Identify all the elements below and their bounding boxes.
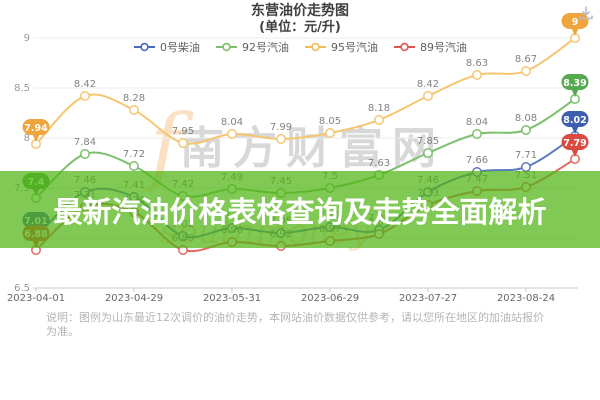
data-label: 7.66 xyxy=(466,155,488,166)
value-balloon xyxy=(561,134,589,150)
chart-header: 东营油价走势图 (单位：元/升) xyxy=(0,3,600,35)
data-label: 8.04 xyxy=(221,117,243,128)
legend-label: 0号柴油 xyxy=(160,41,200,54)
point-marker xyxy=(325,128,335,138)
data-label: 7.63 xyxy=(368,158,390,169)
x-axis-label: 2023-07-27 xyxy=(399,293,457,304)
point-marker xyxy=(374,115,384,125)
x-axis-label: 2023-04-01 xyxy=(7,293,65,304)
value-balloon-label: 7.79 xyxy=(563,138,586,149)
value-balloon xyxy=(561,74,589,90)
data-label: 8.42 xyxy=(74,79,96,90)
legend-item-gasoline-89[interactable]: 89号汽油 xyxy=(393,39,467,55)
value-balloon-label: 8.02 xyxy=(563,115,586,126)
y-axis-label: 6.5 xyxy=(14,283,30,294)
x-axis-label: 2023-04-29 xyxy=(105,293,163,304)
point-marker xyxy=(276,134,286,144)
legend-line-icon xyxy=(305,42,326,52)
point-marker xyxy=(80,91,90,101)
value-balloon-label: 8.39 xyxy=(563,78,586,89)
point-marker xyxy=(521,66,531,76)
data-label: 8.42 xyxy=(417,79,439,90)
data-label: 8.63 xyxy=(466,58,488,69)
promo-headline: 最新汽油价格表格查询及走势全面解析 xyxy=(53,194,547,229)
legend-label: 92号汽油 xyxy=(242,41,289,54)
chart-footnote: 说明：图例为山东最近12次调价的油价走势，本网站油价数据仅供参考，请以您所在地区… xyxy=(46,311,544,339)
x-axis-label: 2023-06-29 xyxy=(301,293,359,304)
data-label: 7.99 xyxy=(270,122,292,133)
data-label: 8.67 xyxy=(515,54,537,65)
legend-line-icon xyxy=(394,42,415,52)
legend-line-icon xyxy=(134,42,155,52)
value-balloon-label: 9 xyxy=(572,17,579,28)
legend-label: 89号汽油 xyxy=(420,41,467,54)
legend-item-gasoline-92[interactable]: 92号汽油 xyxy=(215,39,289,55)
data-label: 7.95 xyxy=(172,126,194,137)
value-balloon xyxy=(561,111,589,127)
point-marker xyxy=(227,129,237,139)
data-label: 8.18 xyxy=(368,103,390,114)
chart-subtitle: (单位：元/升) xyxy=(259,19,341,35)
point-marker xyxy=(472,70,482,80)
data-label: 8.28 xyxy=(123,93,145,104)
point-marker xyxy=(80,149,90,159)
promo-banner: 最新汽油价格表格查询及走势全面解析 xyxy=(0,171,600,248)
value-balloon-label: 7.94 xyxy=(24,123,48,134)
x-axis-label: 2023-05-31 xyxy=(203,293,261,304)
data-label: 7.84 xyxy=(74,137,96,148)
point-marker xyxy=(129,105,139,115)
legend-label: 95号汽油 xyxy=(331,41,378,54)
download-icon[interactable] xyxy=(577,4,595,26)
data-label: 7.72 xyxy=(123,149,145,160)
data-label: 8.08 xyxy=(515,113,537,124)
value-balloon-tail xyxy=(32,134,40,142)
value-balloon-tail xyxy=(571,89,579,97)
chart-title: 东营油价走势图 xyxy=(251,3,349,19)
watermark-text: 南方财富网 xyxy=(180,123,445,174)
point-marker xyxy=(129,161,139,171)
y-axis-label: 8 xyxy=(24,133,30,144)
data-label: 7.85 xyxy=(417,136,439,147)
chart-legend: 0号柴油 92号汽油 95号汽油 89号汽油 xyxy=(0,39,600,55)
legend-item-diesel-0[interactable]: 0号柴油 xyxy=(133,39,200,55)
y-axis-label: 8.5 xyxy=(14,83,30,94)
value-balloon-tail xyxy=(571,149,579,157)
legend-item-gasoline-95[interactable]: 95号汽油 xyxy=(304,39,378,55)
data-label: 8.04 xyxy=(466,117,488,128)
point-marker xyxy=(521,125,531,135)
x-axis-label: 2023-08-24 xyxy=(497,293,555,304)
value-balloon-tail xyxy=(571,126,579,134)
point-marker xyxy=(423,148,433,158)
point-marker xyxy=(472,129,482,139)
value-balloon xyxy=(22,119,50,135)
value-balloon-tail xyxy=(571,28,579,36)
point-marker xyxy=(423,91,433,101)
legend-line-icon xyxy=(216,42,237,52)
y-axis-label: 9 xyxy=(24,33,30,44)
point-marker xyxy=(178,138,188,148)
data-label: 8.05 xyxy=(319,116,341,127)
data-label: 7.71 xyxy=(515,150,537,161)
value-balloon xyxy=(561,13,589,29)
